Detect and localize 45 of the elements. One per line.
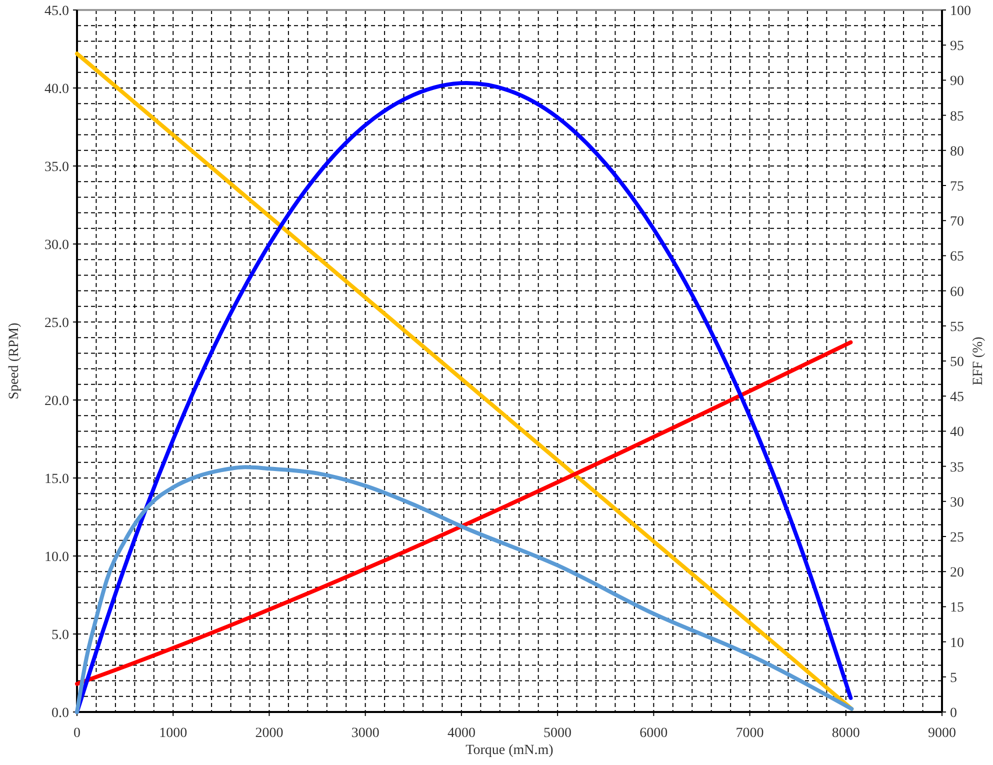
- x-tick-label: 8000: [832, 726, 860, 741]
- y2-axis-title: EFF (%): [971, 336, 986, 386]
- y2-tick-label: 20: [950, 566, 964, 581]
- y2-tick-label: 60: [950, 284, 964, 300]
- y-axis-title: Speed (RPM): [7, 322, 22, 400]
- y2-tick-label: 50: [950, 355, 964, 370]
- y-tick-label: 10.0: [44, 550, 69, 565]
- y2-tick-label: 80: [950, 144, 964, 160]
- y2-tick-label: 15: [950, 600, 964, 616]
- y2-tick-label: 75: [950, 180, 964, 194]
- x-axis-title: Torque (mN.m): [466, 743, 554, 758]
- y-tick-label: 15.0: [44, 472, 69, 487]
- y2-tick-label: 70: [950, 214, 964, 230]
- y-tick-label: 25.0: [44, 316, 69, 331]
- y2-tick-label: 5: [950, 670, 957, 686]
- x-tick-label: 4000: [447, 726, 476, 741]
- y2-tick-label: 25: [950, 530, 964, 546]
- x-tick-label: 0: [74, 726, 80, 741]
- x-tick-label: 5000: [544, 726, 572, 741]
- y2-tick-label: 45: [950, 390, 964, 406]
- y2-tick-label: 85: [950, 109, 964, 124]
- y2-tick-label: 40: [950, 425, 964, 440]
- y-tick-label: 0.0: [52, 706, 69, 721]
- line-series: [75, 465, 854, 714]
- x-tick-label: 3000: [351, 726, 380, 741]
- x-tick-label: 1000: [159, 726, 188, 741]
- y2-tick-label: 90: [950, 74, 964, 90]
- y2-tick-label: 0: [950, 706, 957, 721]
- y-tick-label: 5.0: [52, 628, 69, 643]
- y2-tick-label: 95: [950, 39, 964, 54]
- y-tick-label: 35.0: [44, 160, 69, 175]
- y2-tick-label: 10: [950, 636, 964, 651]
- x-tick-label: 2000: [255, 726, 284, 741]
- y2-tick-label: 55: [950, 320, 964, 335]
- x-tick-label: 7000: [736, 726, 764, 741]
- x-tick-label: 9000: [928, 726, 956, 741]
- y-tick-label: 40.0: [44, 82, 69, 97]
- y2-tick-label: 100: [950, 4, 971, 19]
- y-tick-label: 30.0: [44, 238, 69, 253]
- y2-tick-label: 65: [950, 250, 964, 265]
- y2-tick-label: 30: [950, 495, 964, 510]
- y2-tick-label: 35: [950, 460, 964, 476]
- x-tick-label: 6000: [640, 726, 668, 741]
- y-tick-label: 45.0: [44, 4, 69, 19]
- y-tick-label: 20.0: [44, 394, 69, 409]
